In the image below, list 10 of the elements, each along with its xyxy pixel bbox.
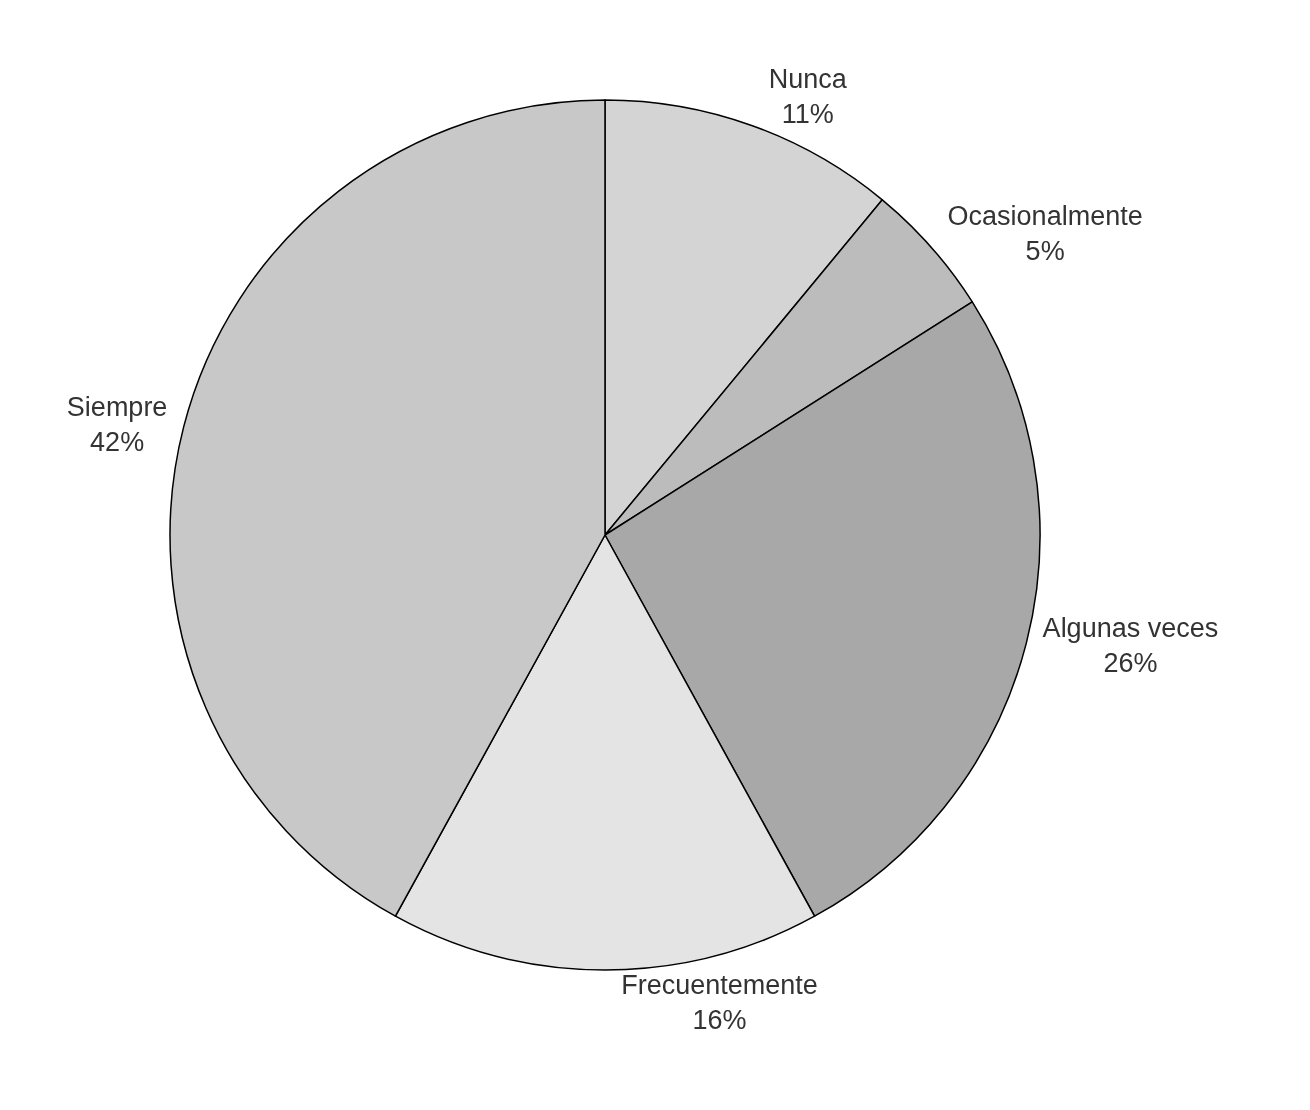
slice-label: Ocasionalmente [947, 200, 1143, 231]
data-label: 11% [781, 99, 834, 130]
data-label: 16% [692, 1005, 747, 1036]
data-label: 5% [1025, 235, 1065, 266]
slice-label: Nunca [768, 64, 848, 95]
data-label: 26% [1103, 647, 1158, 678]
slice-label: Siempre [66, 392, 168, 423]
slice-label: Frecuentemente [621, 970, 818, 1000]
data-label: 42% [90, 427, 145, 458]
slice-label: Algunas veces [1042, 612, 1219, 643]
